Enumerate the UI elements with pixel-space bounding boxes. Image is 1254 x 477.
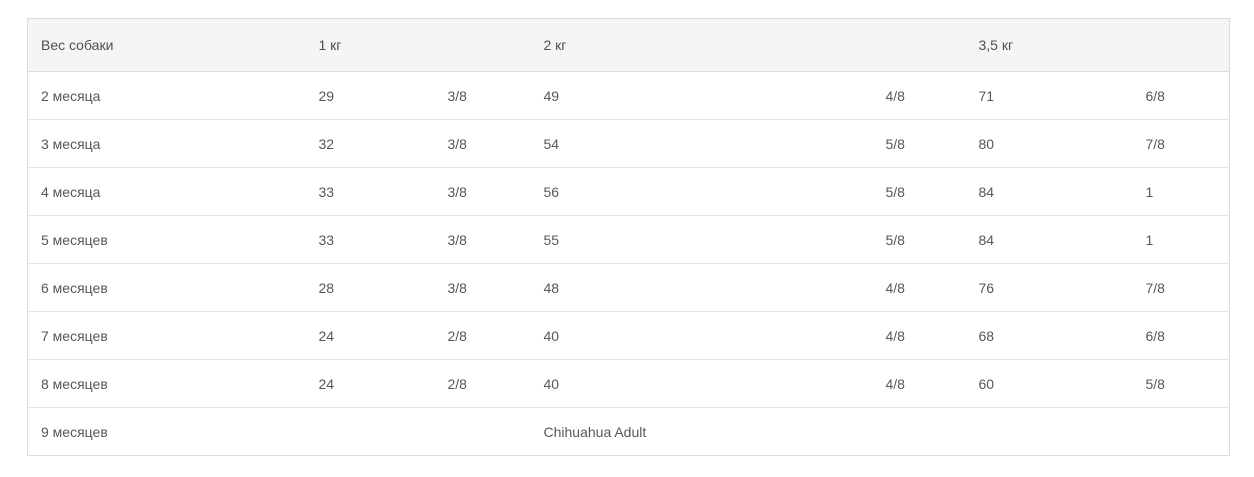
cup-2kg-cell: 4/8 xyxy=(872,311,966,360)
cup-1kg-cell: 3/8 xyxy=(434,71,531,120)
grams-3-5kg-cell: 76 xyxy=(965,263,1133,312)
empty-cell xyxy=(434,407,531,456)
cup-2kg-cell: 5/8 xyxy=(872,167,966,216)
table-row: 2 месяца 29 3/8 49 4/8 71 6/8 xyxy=(27,71,1230,120)
age-cell: 5 месяцев xyxy=(27,215,306,264)
age-cell: 6 месяцев xyxy=(27,263,306,312)
adult-note-cell: Chihuahua Adult xyxy=(530,407,1230,456)
table-header-row: Вес собаки 1 кг 2 кг 3,5 кг xyxy=(27,18,1230,72)
cup-1kg-cell: 3/8 xyxy=(434,167,531,216)
cup-2kg-cell: 5/8 xyxy=(872,119,966,168)
cup-2kg-cell: 4/8 xyxy=(872,359,966,408)
age-cell: 2 месяца xyxy=(27,71,306,120)
grams-2kg-cell: 48 xyxy=(530,263,873,312)
cup-1kg-cell: 3/8 xyxy=(434,215,531,264)
table-row: 6 месяцев 28 3/8 48 4/8 76 7/8 xyxy=(27,263,1230,312)
grams-2kg-cell: 54 xyxy=(530,119,873,168)
grams-3-5kg-cell: 60 xyxy=(965,359,1133,408)
header-2kg: 2 кг xyxy=(530,18,873,72)
table-row: 8 месяцев 24 2/8 40 4/8 60 5/8 xyxy=(27,359,1230,408)
grams-3-5kg-cell: 71 xyxy=(965,71,1133,120)
table-row: 4 месяца 33 3/8 56 5/8 84 1 xyxy=(27,167,1230,216)
grams-2kg-cell: 49 xyxy=(530,71,873,120)
header-spacer-1 xyxy=(434,18,531,72)
grams-3-5kg-cell: 80 xyxy=(965,119,1133,168)
table-row-adult: 9 месяцев Chihuahua Adult xyxy=(27,407,1230,456)
age-cell: 3 месяца xyxy=(27,119,306,168)
grams-2kg-cell: 40 xyxy=(530,359,873,408)
grams-3-5kg-cell: 68 xyxy=(965,311,1133,360)
header-3-5kg: 3,5 кг xyxy=(965,18,1133,72)
cup-3-5kg-cell: 7/8 xyxy=(1132,263,1230,312)
table-row: 5 месяцев 33 3/8 55 5/8 84 1 xyxy=(27,215,1230,264)
cup-2kg-cell: 4/8 xyxy=(872,263,966,312)
grams-2kg-cell: 40 xyxy=(530,311,873,360)
cup-3-5kg-cell: 6/8 xyxy=(1132,71,1230,120)
cup-3-5kg-cell: 1 xyxy=(1132,215,1230,264)
grams-1kg-cell: 28 xyxy=(305,263,435,312)
age-cell: 4 месяца xyxy=(27,167,306,216)
age-cell: 9 месяцев xyxy=(27,407,306,456)
age-cell: 8 месяцев xyxy=(27,359,306,408)
cup-3-5kg-cell: 1 xyxy=(1132,167,1230,216)
header-spacer-2 xyxy=(872,18,966,72)
header-spacer-3 xyxy=(1132,18,1230,72)
header-dog-weight: Вес собаки xyxy=(27,18,306,72)
grams-1kg-cell: 24 xyxy=(305,359,435,408)
table-row: 7 месяцев 24 2/8 40 4/8 68 6/8 xyxy=(27,311,1230,360)
grams-2kg-cell: 56 xyxy=(530,167,873,216)
grams-2kg-cell: 55 xyxy=(530,215,873,264)
cup-2kg-cell: 4/8 xyxy=(872,71,966,120)
table-row: 3 месяца 32 3/8 54 5/8 80 7/8 xyxy=(27,119,1230,168)
cup-1kg-cell: 2/8 xyxy=(434,311,531,360)
grams-1kg-cell: 24 xyxy=(305,311,435,360)
grams-1kg-cell: 33 xyxy=(305,167,435,216)
cup-1kg-cell: 2/8 xyxy=(434,359,531,408)
grams-3-5kg-cell: 84 xyxy=(965,167,1133,216)
grams-1kg-cell: 33 xyxy=(305,215,435,264)
cup-3-5kg-cell: 7/8 xyxy=(1132,119,1230,168)
header-1kg: 1 кг xyxy=(305,18,435,72)
feeding-table-container: Вес собаки 1 кг 2 кг 3,5 кг 2 месяца 29 … xyxy=(27,18,1230,456)
feeding-table: Вес собаки 1 кг 2 кг 3,5 кг 2 месяца 29 … xyxy=(27,18,1230,456)
cup-3-5kg-cell: 5/8 xyxy=(1132,359,1230,408)
grams-1kg-cell: 32 xyxy=(305,119,435,168)
cup-2kg-cell: 5/8 xyxy=(872,215,966,264)
cup-1kg-cell: 3/8 xyxy=(434,119,531,168)
grams-3-5kg-cell: 84 xyxy=(965,215,1133,264)
age-cell: 7 месяцев xyxy=(27,311,306,360)
grams-1kg-cell: 29 xyxy=(305,71,435,120)
cup-1kg-cell: 3/8 xyxy=(434,263,531,312)
empty-cell xyxy=(305,407,435,456)
cup-3-5kg-cell: 6/8 xyxy=(1132,311,1230,360)
